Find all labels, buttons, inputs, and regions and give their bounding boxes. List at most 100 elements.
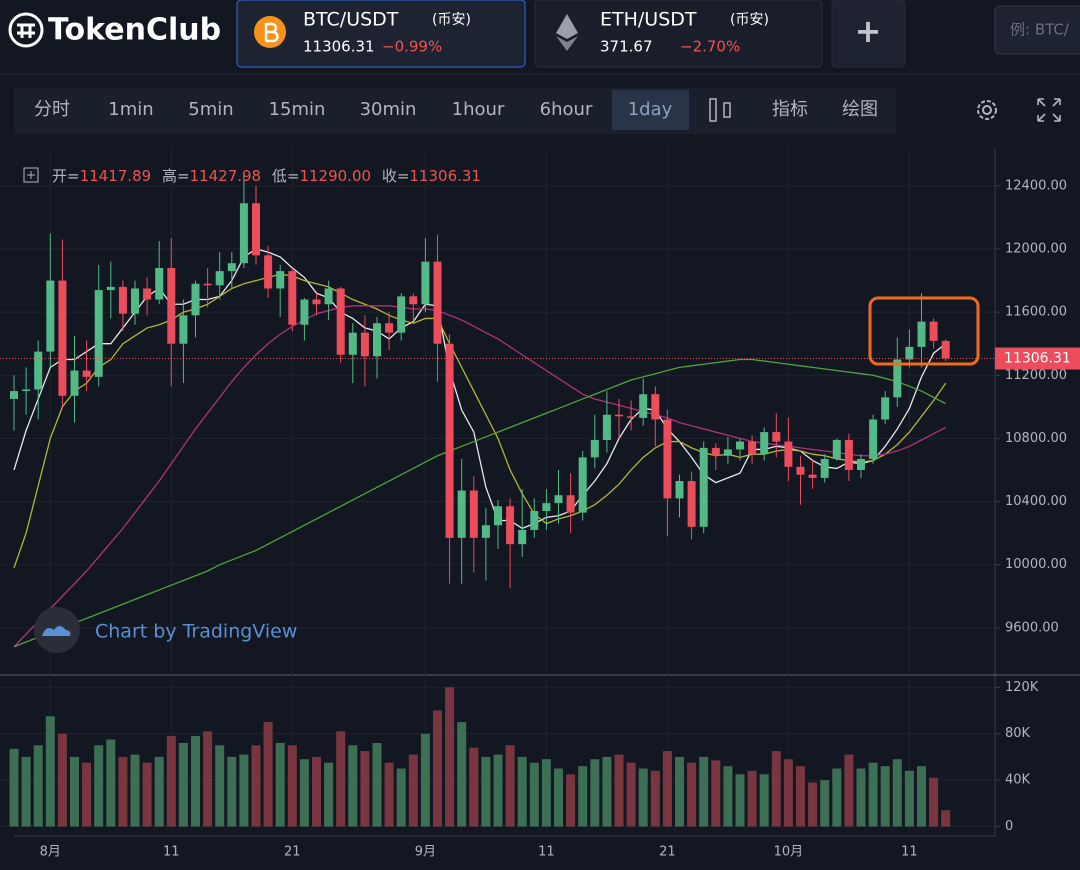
header: TokenClub BTC/USDT (币安) 11306.31 −0.99% …	[0, 0, 1080, 75]
interval-group: 分时 1min 5min 15min 30min 1hour 6hour 1day	[34, 90, 689, 130]
y-tick-label: 10000.00	[1005, 557, 1067, 572]
volume-bar	[130, 754, 140, 827]
candle-body	[239, 203, 248, 264]
volume-bar	[614, 754, 624, 827]
volume-bar	[9, 748, 19, 827]
legend-toggle[interactable]	[23, 167, 39, 183]
candle-icon	[723, 102, 731, 118]
x-tick-label: 9月	[415, 845, 436, 860]
candle-body	[433, 261, 442, 344]
candle-body	[615, 414, 623, 417]
active-interval-bg	[612, 90, 689, 130]
legend-value: 11417.89	[80, 167, 152, 185]
candle-body	[397, 296, 406, 333]
search-placeholder: 例: BTC/	[1010, 21, 1070, 39]
legend-value: 11427.98	[190, 167, 262, 185]
candle-body	[143, 288, 152, 300]
candle-body	[106, 286, 115, 291]
add-button-label: +	[855, 12, 882, 50]
candle-body	[227, 263, 236, 272]
ticker-tab[interactable]	[534, 0, 823, 68]
candle-body	[675, 481, 684, 499]
candle-body	[844, 439, 853, 470]
candle-body	[155, 267, 164, 300]
candle-body	[215, 271, 224, 286]
volume-bar	[699, 756, 709, 827]
interval-button[interactable]: 1hour	[452, 99, 505, 120]
candle-body	[300, 299, 309, 325]
y-tick-label: 120K	[1005, 680, 1039, 695]
logo-icon	[8, 12, 44, 48]
volume-bar	[57, 733, 67, 827]
volume-bar	[239, 754, 249, 827]
candle-body	[881, 397, 890, 420]
volume-bar	[106, 739, 116, 827]
volume-bar	[408, 754, 418, 827]
settings-icon[interactable]	[977, 100, 997, 120]
volume-bar	[70, 756, 79, 827]
y-tick-label: 10400.00	[1005, 494, 1067, 509]
x-tick-label: 11	[163, 845, 180, 860]
tool-button[interactable]: 绘图	[842, 99, 878, 120]
candle-body	[94, 290, 103, 377]
candle-body	[929, 321, 938, 341]
volume-bar	[142, 762, 152, 827]
ticker-change: −2.70%	[680, 38, 740, 56]
ticker-price: 11306.31	[303, 38, 375, 56]
interval-button[interactable]: 15min	[269, 99, 326, 120]
volume-bar	[263, 722, 273, 827]
candle-body	[602, 414, 611, 440]
candle-body	[530, 511, 539, 530]
volume-bar	[929, 777, 939, 827]
volume-bar	[299, 759, 309, 827]
volume-bar	[566, 774, 576, 827]
interval-button[interactable]: 30min	[360, 99, 417, 120]
ticker-tab[interactable]	[236, 0, 526, 68]
volume-bar	[808, 782, 818, 827]
add-button[interactable]	[831, 0, 906, 68]
interval-button[interactable]: 1min	[108, 99, 153, 120]
candle-body	[590, 439, 599, 458]
volume-bar	[21, 756, 31, 827]
settings-icon-core	[982, 105, 992, 115]
candle-body	[82, 370, 91, 377]
search-box[interactable]	[994, 5, 1080, 55]
interval-button[interactable]: 6hour	[540, 99, 593, 120]
volume-bar	[590, 759, 600, 827]
volume-bar	[638, 768, 648, 827]
candle-body	[699, 447, 708, 527]
candle-body	[167, 267, 176, 344]
ohlc-legend: 开=11417.89 高=11427.98 低=11290.00 收=11306…	[52, 167, 481, 185]
volume-bar	[505, 745, 515, 827]
last-price-tag	[995, 347, 1080, 370]
tool-button[interactable]: 指标	[772, 99, 808, 120]
volume-bar	[844, 754, 854, 827]
candle-body	[481, 525, 490, 538]
candle-body	[10, 391, 18, 399]
interval-button[interactable]: 1day	[628, 99, 673, 120]
volume-bar	[360, 751, 370, 827]
volume-bar	[517, 756, 527, 827]
y-tick-label: 10800.00	[1005, 431, 1067, 446]
interval-button[interactable]: 5min	[188, 99, 233, 120]
volume-bar	[191, 736, 200, 827]
candle-icon[interactable]	[709, 98, 717, 122]
candle-body	[409, 296, 418, 305]
volume-bar	[445, 687, 455, 827]
volume-bar	[420, 733, 430, 827]
y-tick-label: 12400.00	[1005, 178, 1067, 193]
x-tick-label: 21	[284, 845, 301, 860]
y-tick-label: 80K	[1005, 726, 1031, 741]
fullscreen-icon[interactable]	[1037, 98, 1061, 122]
volume-bar	[723, 766, 733, 827]
logo-glyph	[17, 23, 35, 38]
volume-bar	[178, 742, 188, 827]
volume-bar	[227, 756, 237, 827]
candle-body	[421, 261, 430, 305]
interval-button[interactable]: 分时	[34, 99, 70, 120]
candle-body	[917, 321, 926, 347]
volume-bar	[312, 756, 321, 827]
y-tick-label: 11200.00	[1005, 368, 1067, 383]
volume-bar	[94, 745, 104, 827]
volume-bar	[336, 731, 346, 827]
